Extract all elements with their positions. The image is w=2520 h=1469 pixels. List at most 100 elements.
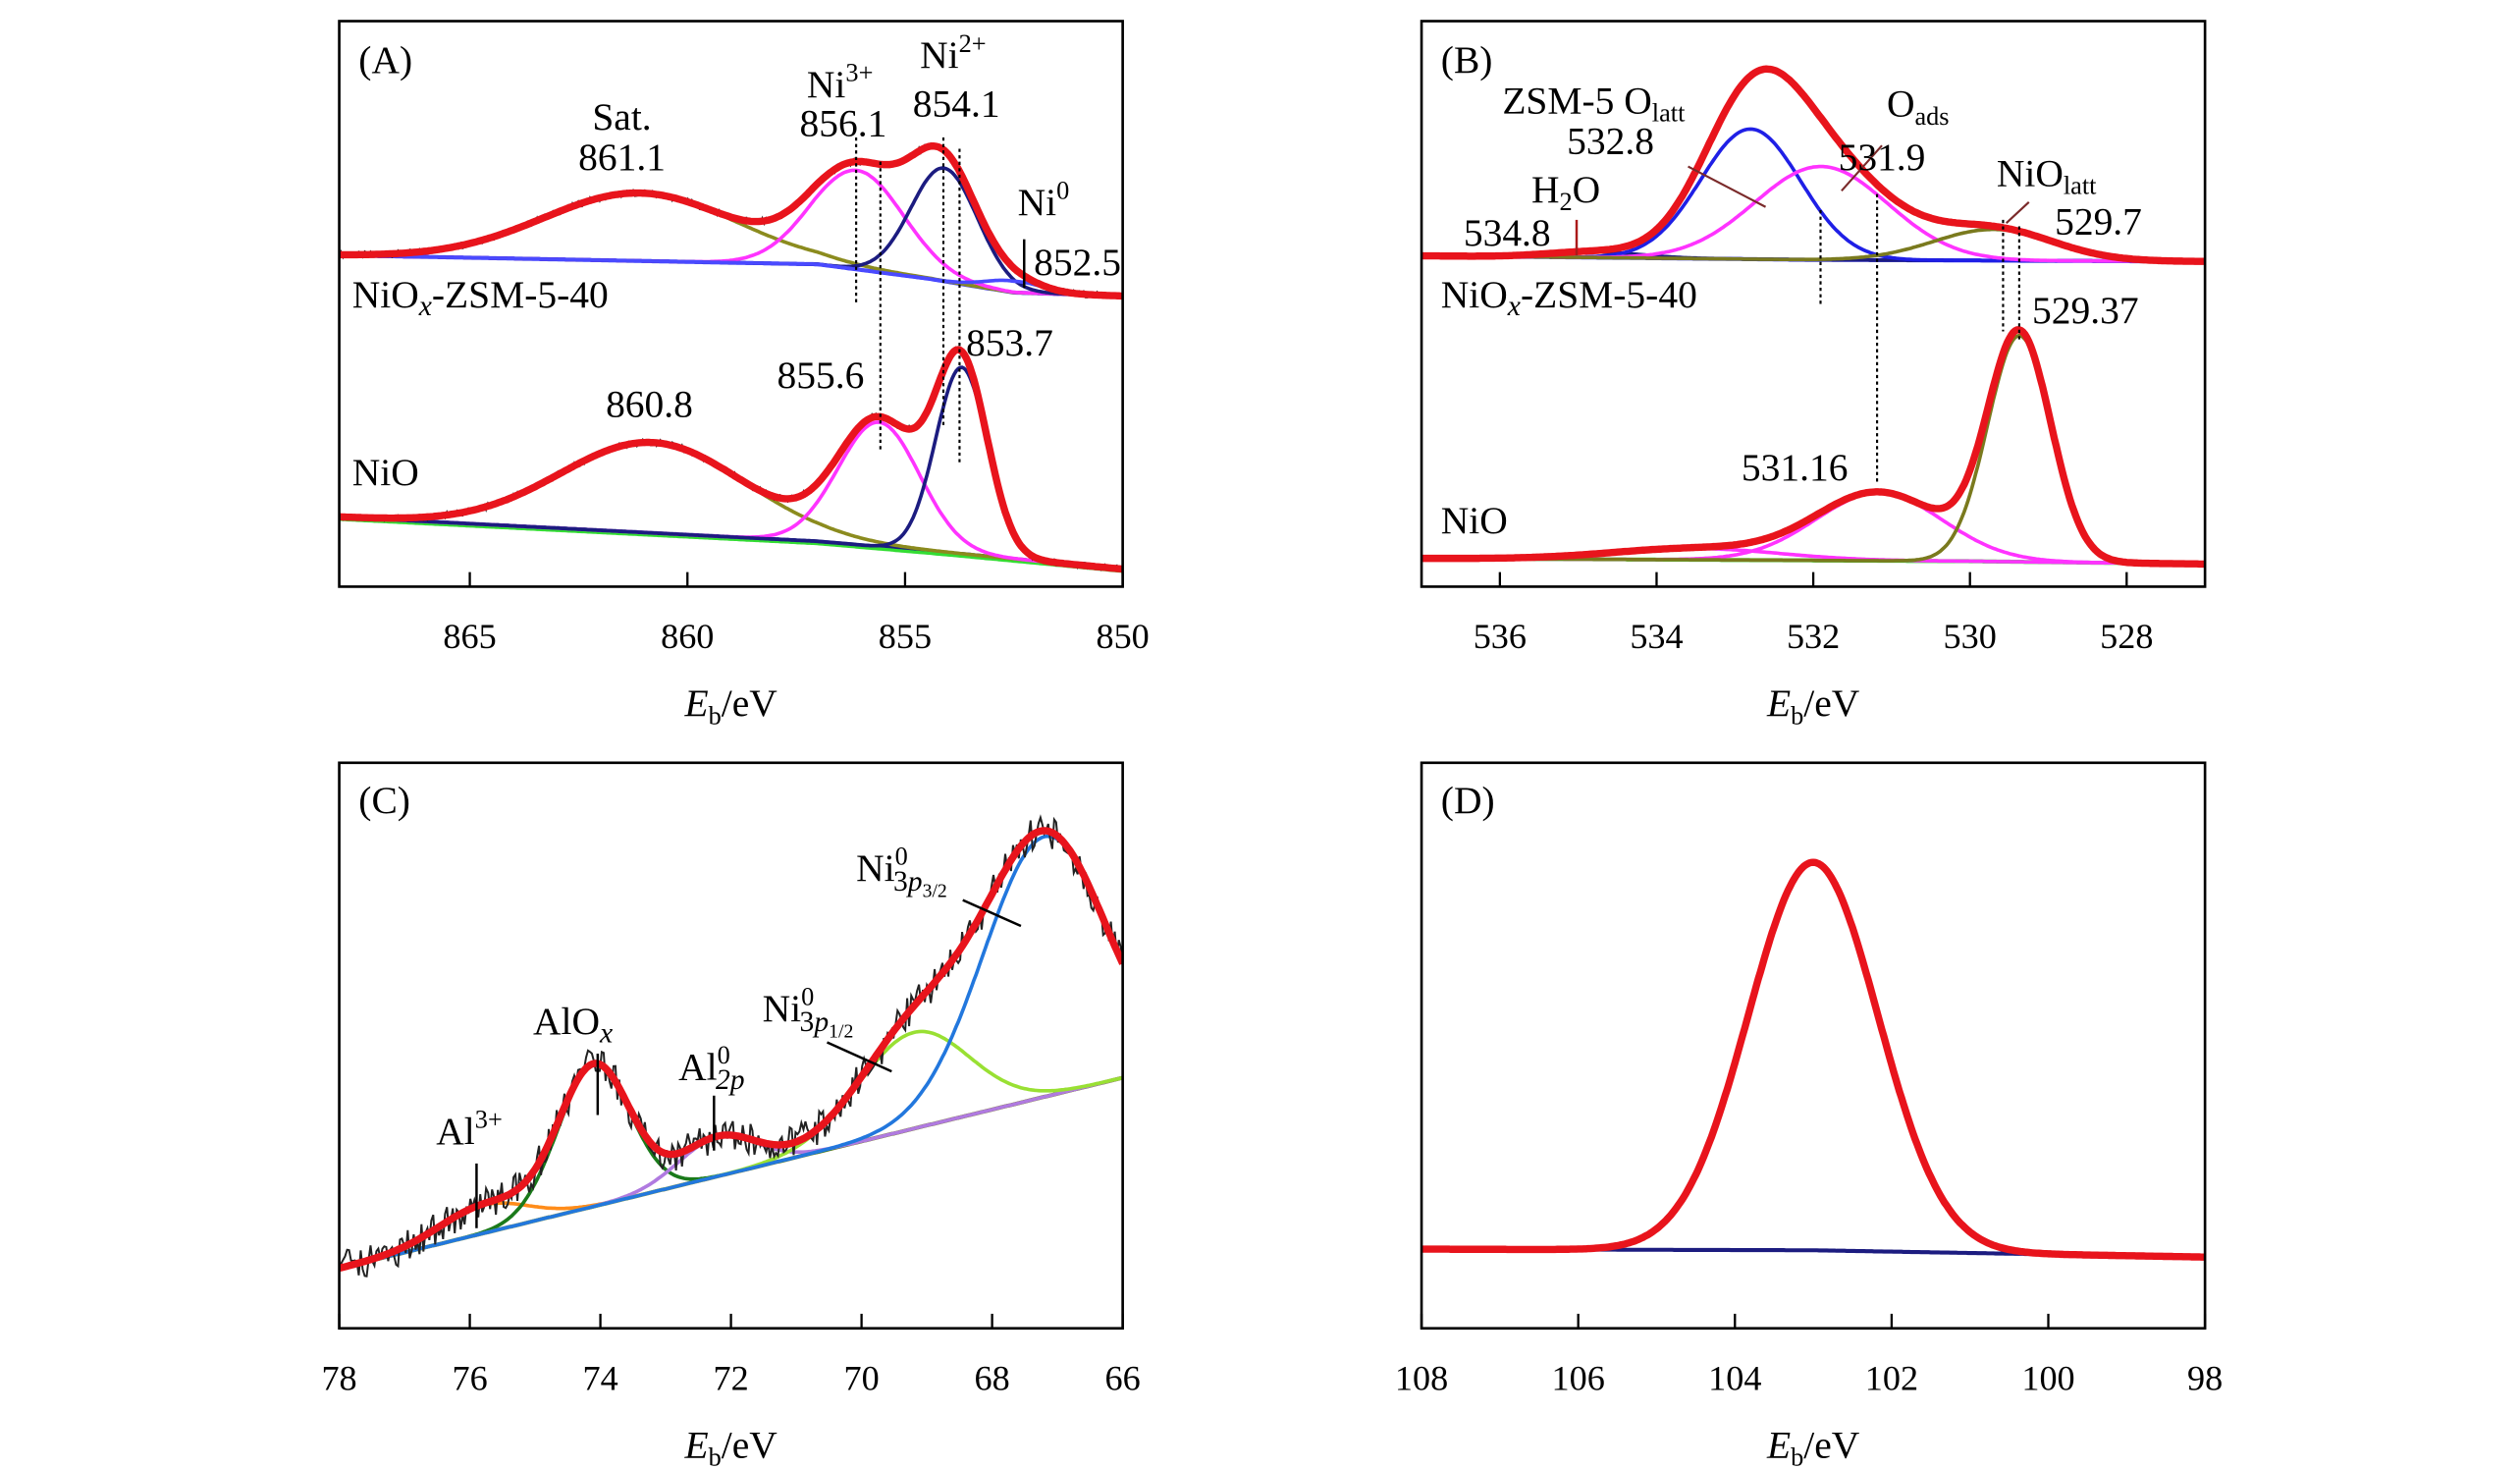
peak-annotation: 529.7: [2055, 200, 2142, 244]
annotation-text-part: 856.1: [800, 101, 887, 144]
x-axis-label-symbol: E: [683, 681, 708, 725]
annotation-text-part: 3+: [475, 1106, 503, 1134]
peak-annotation: 855.6: [777, 354, 864, 397]
x-tick-label: 100: [2021, 1358, 2074, 1397]
peak-annotation: 531.16: [1742, 446, 1849, 489]
peak-annotation: NiO: [352, 451, 419, 494]
annotation-text-part: (B): [1441, 38, 1493, 82]
annotation-text-part: 3+: [845, 58, 873, 86]
spectrum-data: [1421, 858, 2206, 1261]
x-axis-label-unit: /eV: [1803, 681, 1859, 725]
annotation-text-part: Ni: [763, 987, 802, 1030]
annotation-text-part: 531.16: [1742, 446, 1849, 489]
annotation-leader-line: [826, 1041, 892, 1073]
annotation-text-part: NiO: [1441, 499, 1508, 542]
x-axis-label: Eb/eV: [1766, 1423, 1860, 1469]
x-axis-label: Eb/eV: [683, 681, 777, 730]
annotation-text-part: 1/2: [829, 1021, 853, 1043]
annotation-text-part: (A): [358, 38, 412, 82]
fit-envelope-line: [339, 346, 1123, 573]
plot-area: [339, 141, 1123, 573]
peak-annotation: 853.7: [966, 321, 1053, 364]
spectrum-niox-zsm-5-40: [1421, 65, 2206, 265]
fit-envelope-line: [1421, 65, 2206, 265]
x-tick-label: 72: [714, 1358, 749, 1397]
annotation-text-part: 0: [895, 842, 908, 870]
fit-envelope-line: [1421, 858, 2206, 1261]
x-tick-label: 102: [1865, 1358, 1918, 1397]
x-axis-label: Eb/eV: [683, 1423, 777, 1469]
panel-d: 108 106 104 102 100 98 Eb/eV (D): [1395, 761, 2223, 1469]
peak-annotation: ZSM-5 Olatt: [1502, 79, 1686, 127]
annotation-text-part: AlO: [533, 1000, 600, 1043]
x-tick-label: 76: [452, 1358, 487, 1397]
x-axis-label-subscript: b: [709, 701, 722, 730]
x-tick-label: 530: [1944, 617, 1997, 656]
peak-annotation: 861.1: [578, 136, 666, 179]
peak-annotation: Ni2+: [920, 29, 986, 77]
spectrum-nio: [1421, 326, 2206, 569]
annotation-text-part: O: [1887, 82, 1915, 126]
peak-annotation: Ni0: [1018, 177, 1070, 224]
peak-annotation: 534.8: [1464, 211, 1551, 254]
annotation-text-part: 3: [800, 1007, 815, 1038]
annotation-text-part: Ni: [1018, 181, 1057, 224]
fit-envelope-line: [1421, 326, 2206, 569]
peak-annotation: 860.8: [606, 383, 693, 426]
annotation-text-part: NiO: [352, 273, 419, 316]
raw-data-line: [1421, 859, 2206, 1260]
annotation-leader-line: [962, 898, 1022, 928]
component-peak: [339, 365, 1123, 571]
peak-annotation: Al3+: [436, 1106, 502, 1153]
annotation-text-part: 529.37: [2032, 289, 2139, 332]
annotation-text-part: p: [906, 866, 923, 898]
x-tick-label: 78: [321, 1358, 356, 1397]
annotation-text-part: 3: [893, 866, 908, 898]
annotation-text-part: Ni: [856, 846, 895, 890]
panel-label: (A): [358, 38, 412, 82]
annotation-text-part: (D): [1441, 779, 1495, 822]
annotation-text-part: NiO: [1441, 273, 1508, 316]
annotation-leader-line: [2005, 201, 2030, 224]
x-tick-label: 70: [844, 1358, 880, 1397]
plot-area: [1421, 858, 2206, 1261]
x-tick-label: 850: [1096, 617, 1149, 656]
x-axis-label-symbol: E: [683, 1423, 708, 1466]
x-tick-label: 865: [443, 617, 496, 656]
peak-annotation: 852.5: [1034, 241, 1121, 284]
plot-area: [1421, 65, 2206, 569]
plot-frame: [338, 761, 1124, 1331]
peak-annotation: 531.9: [1839, 136, 1926, 179]
peak-annotation: AlOx: [533, 1000, 613, 1049]
annotation-leader-line: [1688, 165, 1767, 208]
x-tick-label: 536: [1474, 617, 1527, 656]
annotation-text-part: O: [1573, 168, 1601, 211]
peak-annotation: 854.1: [913, 82, 1000, 126]
annotation-text-part: x: [1507, 291, 1521, 322]
annotation-text-part: Ni: [807, 63, 846, 106]
x-tick-label: 66: [1105, 1358, 1141, 1397]
x-tick-label: 104: [1708, 1358, 1761, 1397]
component-peak: [1421, 491, 2206, 567]
annotation-text-part: ads: [1914, 102, 1949, 131]
annotation-text-part: x: [418, 291, 432, 322]
annotation-text-part: 2+: [959, 29, 987, 58]
peak-annotation: Oads: [1887, 82, 1950, 131]
x-axis-label: Eb/eV: [1766, 681, 1860, 730]
annotation-text-part: 3/2: [923, 880, 947, 901]
peak-annotation: 532.8: [1567, 119, 1654, 162]
annotation-text-part: 861.1: [578, 136, 666, 179]
x-tick-label: 532: [1787, 617, 1840, 656]
annotation-text-part: 853.7: [966, 321, 1053, 364]
peak-annotation: 529.37: [2032, 289, 2139, 332]
peak-annotation: Ni0 3p1/2: [763, 983, 854, 1043]
plot-frame: [338, 20, 1124, 588]
x-tick-label: 534: [1630, 617, 1683, 656]
annotation-leader-line: [1841, 144, 1883, 191]
x-axis-label-unit: /eV: [1803, 1423, 1859, 1466]
annotation-text-part: NiO: [352, 451, 419, 494]
spectrum-niox-zsm-5-40: [339, 141, 1123, 300]
annotation-text-part: latt: [1652, 99, 1686, 128]
peak-annotation: Ni3+: [807, 58, 874, 105]
